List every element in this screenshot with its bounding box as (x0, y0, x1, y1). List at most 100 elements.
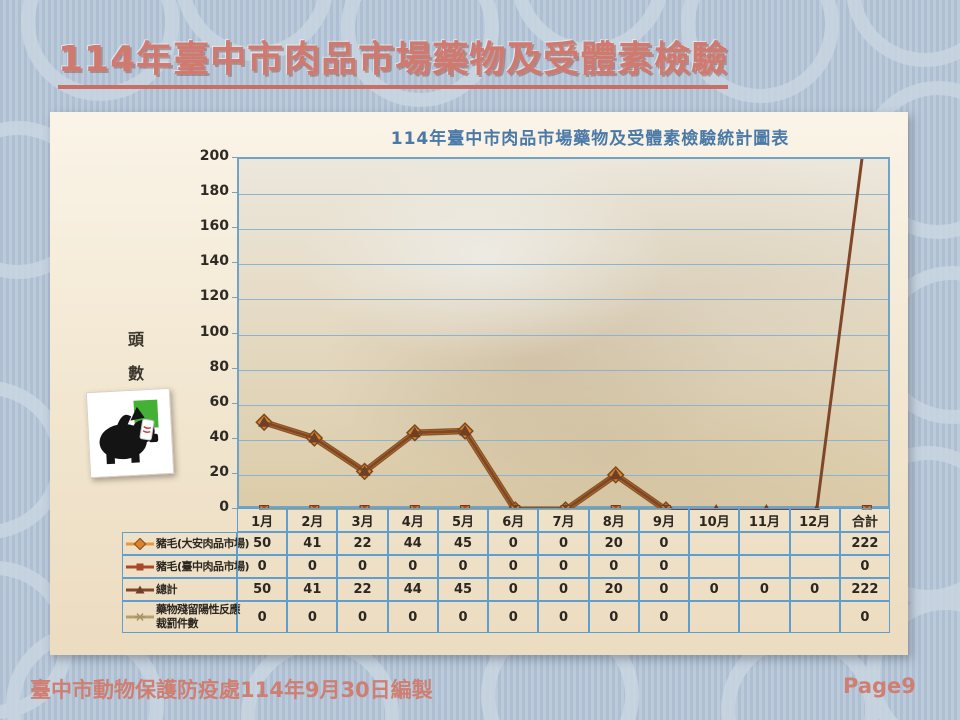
table-value-cell: 0 (237, 555, 288, 578)
table-value-cell: 44 (387, 578, 438, 601)
table-column-header: 7月 (538, 508, 589, 532)
table-column-header: 1月 (237, 508, 288, 532)
table-value-cell: 44 (387, 532, 438, 555)
table-value-cell (689, 532, 740, 555)
table-value-cell: 0 (387, 555, 438, 578)
y-tick-mark (232, 402, 237, 404)
table-value-cell: 41 (287, 578, 338, 601)
table-column-header: 4月 (387, 508, 438, 532)
footer-credit: 臺中市動物保護防疫處114年9月30日編製 (30, 678, 433, 702)
table-value-cell: 50 (237, 532, 288, 555)
legend-swatch-square (126, 563, 154, 570)
triangle-marker (609, 468, 622, 480)
table-value-cell: 0 (337, 601, 388, 633)
star-marker (460, 505, 471, 510)
series-line (262, 159, 864, 510)
table-value-cell: 0 (488, 601, 539, 633)
table-value-cell: 222 (839, 532, 890, 555)
table-column-header: 5月 (437, 508, 489, 532)
gridline (239, 264, 888, 266)
pig-logo-image (99, 399, 159, 465)
star-marker (610, 505, 621, 510)
ear-tag (139, 418, 155, 441)
y-axis-title-char: 數 (128, 364, 145, 383)
y-tick-mark (232, 262, 237, 264)
table-value-cell (789, 555, 840, 578)
table-value-cell: 0 (839, 555, 890, 578)
table-value-cell: 0 (538, 578, 589, 601)
y-tick-label: 160 (199, 218, 229, 235)
table-value-cell: 0 (638, 601, 690, 633)
table-column-header: 9月 (638, 508, 690, 532)
table-value-cell (739, 532, 790, 555)
star-marker (409, 505, 420, 510)
table-column-header: 2月 (287, 508, 338, 532)
chart-title: 114年臺中市肉品市場藥物及受體素檢驗統計圖表 (390, 129, 790, 149)
table-value-cell: 45 (437, 532, 489, 555)
table-value-cell: 0 (237, 601, 288, 633)
table-value-cell: 50 (237, 578, 288, 601)
gridline (239, 369, 888, 371)
table-value-cell: 222 (839, 578, 890, 601)
table-value-cell (689, 601, 740, 633)
square-legend-marker (136, 563, 144, 570)
series-name: 總計 (156, 582, 178, 596)
square-marker (610, 505, 621, 510)
y-tick-label: 0 (219, 499, 229, 515)
table-column-header: 3月 (337, 508, 388, 532)
table-value-cell: 0 (638, 532, 690, 555)
table-column-header: 8月 (588, 508, 639, 532)
star-marker (660, 505, 671, 510)
square-marker (259, 505, 270, 510)
y-tick-label: 60 (209, 393, 229, 410)
table-value-cell: 0 (437, 555, 489, 578)
y-tick-label: 120 (199, 288, 229, 305)
gridline (239, 194, 888, 196)
y-tick-label: 180 (199, 183, 229, 200)
table-value-cell: 0 (287, 555, 338, 578)
gridline (239, 334, 888, 336)
triangle-marker (358, 465, 371, 476)
table-row-label: 豬毛(大安肉品市場) (122, 532, 250, 555)
table-corner-blank (122, 508, 237, 532)
y-tick-label: 20 (209, 463, 229, 480)
table-value-cell: 0 (287, 601, 338, 633)
table-value-cell (739, 601, 790, 633)
table-value-cell (689, 555, 740, 578)
table-value-cell: 0 (437, 601, 489, 633)
triangle-marker (459, 425, 472, 436)
y-tick-mark (232, 437, 237, 439)
y-tick-mark (232, 508, 237, 509)
triangle-marker (308, 432, 321, 443)
table-column-header: 合計 (839, 508, 890, 532)
plot-area (237, 157, 890, 510)
legend-swatch-diamond (126, 537, 154, 550)
gridline (239, 404, 888, 406)
legend-swatch-triangle (126, 585, 154, 593)
series-name: 豬毛(大安肉品市場) (156, 536, 250, 550)
table-value-cell (789, 532, 840, 555)
gridline (239, 439, 888, 441)
table-value-cell (739, 555, 790, 578)
star-marker (510, 505, 521, 510)
table-value-cell: 0 (689, 578, 740, 601)
table-value-cell: 22 (337, 578, 388, 601)
square-marker (309, 505, 320, 510)
table-value-cell: 0 (538, 532, 589, 555)
table-row-label: 總計 (122, 578, 237, 601)
table-column-header: 12月 (789, 508, 840, 532)
square-marker (460, 505, 471, 510)
star-marker (560, 505, 571, 510)
gridline (239, 229, 888, 231)
y-tick-mark (232, 157, 237, 158)
chart-series-layer (255, 159, 872, 510)
star-marker (359, 505, 370, 510)
triangle-marker (258, 416, 271, 427)
table-value-cell: 20 (588, 532, 639, 555)
page-title: 114年臺中市肉品市場藥物及受體素檢驗 (58, 30, 729, 89)
table-value-cell: 0 (488, 555, 539, 578)
table-column-header: 6月 (488, 508, 539, 532)
star-marker (861, 505, 872, 510)
y-tick-mark (232, 297, 237, 299)
